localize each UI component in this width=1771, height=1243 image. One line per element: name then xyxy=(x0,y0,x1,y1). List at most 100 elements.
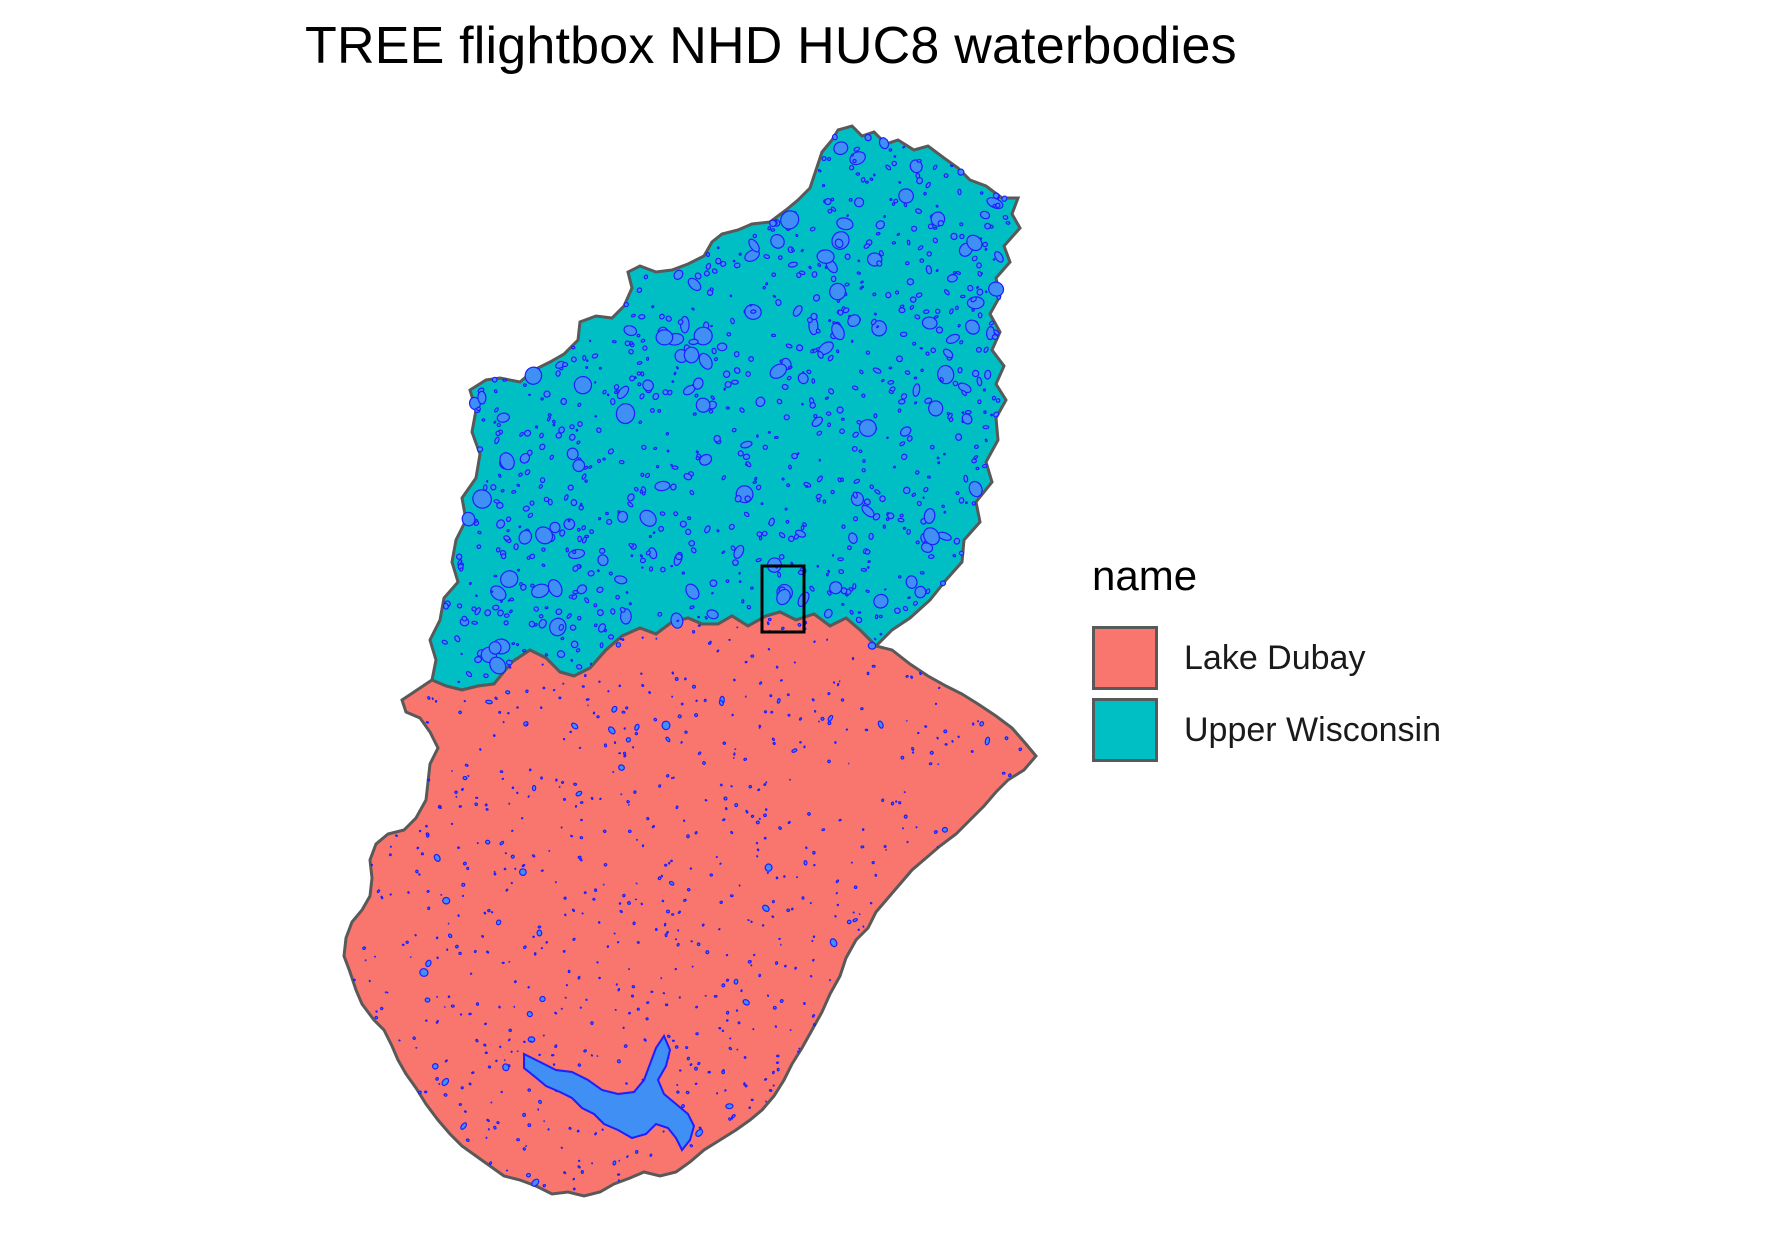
waterbody xyxy=(968,480,983,498)
waterbody xyxy=(505,1169,509,1172)
waterbody xyxy=(487,1128,490,1131)
waterbody xyxy=(552,423,556,427)
waterbody xyxy=(763,710,768,714)
waterbody xyxy=(983,410,987,414)
waterbody xyxy=(977,270,983,277)
waterbody xyxy=(851,657,855,661)
waterbody xyxy=(651,305,655,309)
waterbody xyxy=(555,608,563,615)
waterbody xyxy=(943,173,949,179)
waterbody xyxy=(899,331,908,338)
waterbody xyxy=(737,450,744,457)
waterbody xyxy=(958,550,965,556)
waterbody xyxy=(867,560,871,564)
waterbody xyxy=(903,202,908,208)
waterbody xyxy=(536,929,543,937)
waterbody xyxy=(670,777,673,780)
waterbody xyxy=(1018,747,1023,752)
waterbody xyxy=(990,413,994,417)
waterbody xyxy=(731,1116,734,1120)
waterbody xyxy=(490,911,494,914)
waterbody xyxy=(579,801,584,804)
waterbody xyxy=(490,1101,493,1104)
waterbody xyxy=(560,1007,563,1010)
waterbody xyxy=(702,761,706,765)
waterbody xyxy=(552,1063,556,1066)
waterbody xyxy=(723,387,726,391)
waterbody xyxy=(718,1026,722,1030)
waterbody xyxy=(967,284,974,292)
waterbody xyxy=(915,292,923,298)
waterbody xyxy=(881,798,885,803)
waterbody xyxy=(701,923,705,927)
waterbody xyxy=(755,396,766,408)
waterbody xyxy=(436,1019,440,1023)
waterbody xyxy=(585,365,589,369)
waterbody xyxy=(870,318,877,326)
waterbody xyxy=(891,202,896,206)
waterbody xyxy=(588,465,593,469)
waterbody xyxy=(460,652,463,656)
waterbody xyxy=(632,746,635,749)
waterbody xyxy=(779,999,784,1003)
waterbody xyxy=(835,891,838,895)
waterbody xyxy=(866,671,870,676)
waterbody xyxy=(510,1050,513,1053)
waterbody xyxy=(374,1015,379,1020)
waterbody xyxy=(763,813,767,818)
waterbody xyxy=(458,951,462,956)
waterbody xyxy=(809,975,813,978)
waterbody xyxy=(497,609,504,617)
waterbody xyxy=(713,994,718,998)
waterbody xyxy=(1004,736,1009,741)
waterbody xyxy=(910,675,914,679)
waterbody xyxy=(909,304,915,310)
waterbody xyxy=(760,502,764,506)
waterbody xyxy=(639,509,657,527)
waterbody xyxy=(673,511,679,517)
waterbody xyxy=(560,1146,563,1149)
waterbody xyxy=(797,1050,800,1053)
waterbody xyxy=(676,1083,679,1086)
waterbody xyxy=(813,863,816,867)
waterbody xyxy=(627,493,635,502)
waterbody xyxy=(618,902,622,905)
waterbody xyxy=(921,316,938,330)
waterbody xyxy=(671,695,674,698)
waterbody xyxy=(570,356,577,363)
waterbody xyxy=(447,933,453,939)
waterbody xyxy=(426,889,430,893)
waterbody xyxy=(575,648,581,653)
waterbody xyxy=(837,557,844,562)
waterbody xyxy=(781,383,789,391)
waterbody xyxy=(457,914,460,917)
waterbody xyxy=(886,436,889,440)
waterbody xyxy=(750,586,754,590)
waterbody xyxy=(634,1149,639,1154)
waterbody xyxy=(781,477,785,481)
reservoir xyxy=(523,1033,696,1152)
waterbody xyxy=(729,894,734,898)
waterbody xyxy=(483,1043,487,1047)
waterbody xyxy=(398,1039,401,1042)
waterbody xyxy=(597,516,602,521)
waterbody xyxy=(577,1165,581,1169)
waterbody xyxy=(573,782,578,786)
waterbody xyxy=(563,494,569,501)
waterbody xyxy=(493,870,496,873)
waterbody xyxy=(953,537,961,545)
waterbody xyxy=(792,304,803,317)
waterbody xyxy=(457,680,461,684)
waterbody xyxy=(764,808,768,811)
waterbody xyxy=(435,936,439,940)
waterbody xyxy=(485,808,489,811)
waterbody xyxy=(418,1090,422,1095)
waterbody xyxy=(568,1126,572,1130)
waterbody xyxy=(960,294,966,299)
waterbody xyxy=(563,896,567,900)
waterbody xyxy=(769,363,788,379)
waterbody xyxy=(697,624,701,627)
waterbody xyxy=(590,1021,594,1025)
waterbody xyxy=(665,315,672,322)
